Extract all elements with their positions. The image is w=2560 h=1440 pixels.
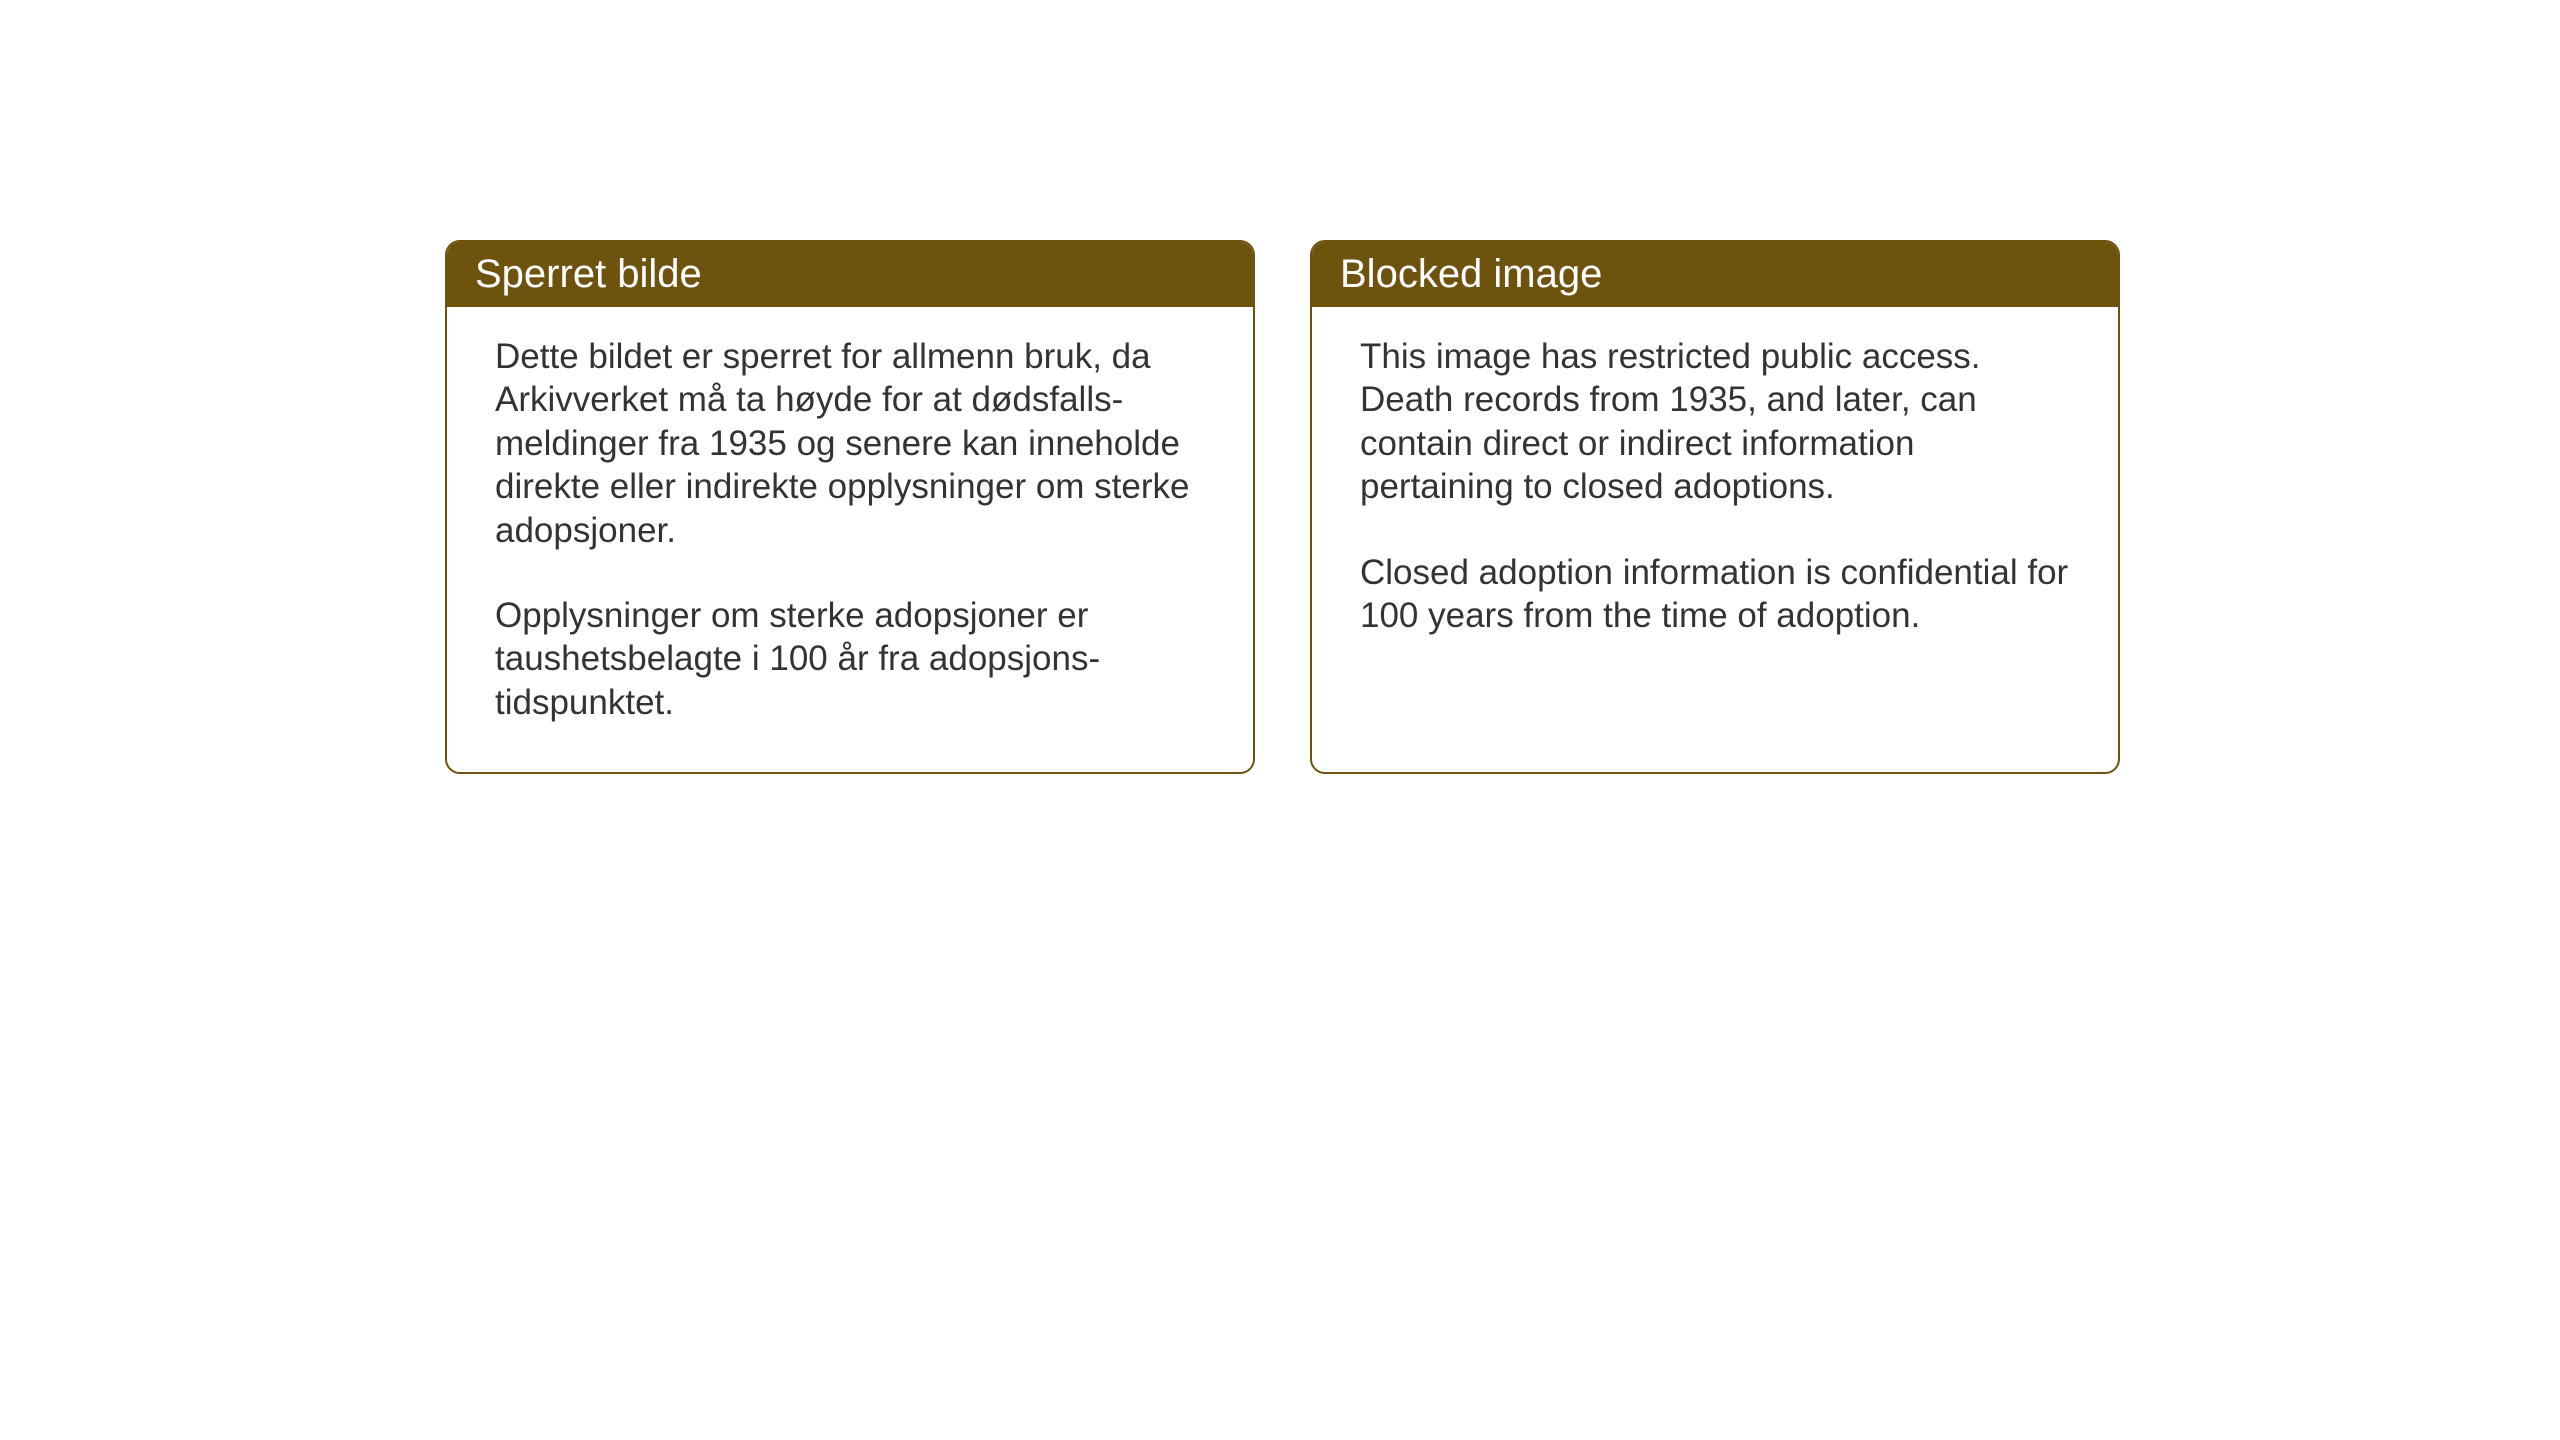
card-paragraph1-norwegian: Dette bildet er sperret for allmenn bruk… xyxy=(495,335,1205,552)
card-title-norwegian: Sperret bilde xyxy=(475,252,702,296)
card-header-norwegian: Sperret bilde xyxy=(447,242,1253,307)
card-paragraph2-norwegian: Opplysninger om sterke adopsjoner er tau… xyxy=(495,594,1205,724)
cards-container: Sperret bilde Dette bildet er sperret fo… xyxy=(445,240,2560,774)
card-paragraph2-english: Closed adoption information is confident… xyxy=(1360,551,2070,638)
card-paragraph1-english: This image has restricted public access.… xyxy=(1360,335,2070,509)
card-norwegian: Sperret bilde Dette bildet er sperret fo… xyxy=(445,240,1255,774)
card-english: Blocked image This image has restricted … xyxy=(1310,240,2120,774)
card-body-norwegian: Dette bildet er sperret for allmenn bruk… xyxy=(447,307,1253,772)
card-title-english: Blocked image xyxy=(1340,252,1602,296)
card-header-english: Blocked image xyxy=(1312,242,2118,307)
card-body-english: This image has restricted public access.… xyxy=(1312,307,2118,685)
